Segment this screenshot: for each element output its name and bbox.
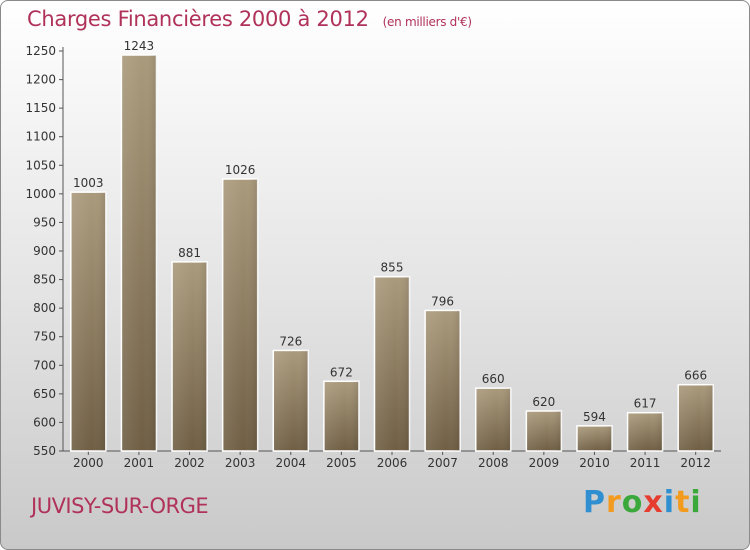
logo-letter: o	[621, 485, 644, 520]
x-tick-label-2012: 2012	[680, 456, 711, 470]
x-tick-label-2010: 2010	[579, 456, 610, 470]
bar-shine-2009	[526, 411, 562, 451]
value-label-2004: 726	[279, 334, 302, 348]
x-tick-label-2003: 2003	[225, 456, 256, 470]
y-tick-label: 850	[33, 273, 56, 287]
city-name: JUVISY-SUR-ORGE	[31, 494, 209, 518]
chart-title: Charges Financières 2000 à 2012 (en milli…	[27, 7, 472, 31]
y-tick-label: 1200	[25, 73, 56, 87]
value-label-2006: 855	[381, 261, 404, 275]
value-label-2008: 660	[482, 372, 505, 386]
x-tick-label-2009: 2009	[529, 456, 560, 470]
y-tick-label: 950	[33, 215, 56, 229]
value-label-2011: 617	[634, 397, 657, 411]
y-tick-label: 1150	[25, 101, 56, 115]
logo-letter: x	[643, 485, 664, 520]
y-tick-label: 800	[33, 301, 56, 315]
logo-letter: i	[663, 485, 676, 520]
bar-shine-2011	[627, 412, 663, 451]
x-tick-label-2004: 2004	[275, 456, 306, 470]
value-label-2001: 1243	[124, 39, 155, 53]
axes: 550 600 650 700 750 800 850 900 950 1000 1050 1100 1…	[25, 44, 721, 470]
value-label-2007: 796	[431, 294, 454, 308]
x-tick-label-2001: 2001	[124, 456, 155, 470]
logo-letter: t	[675, 485, 691, 520]
value-label-2003: 1026	[225, 163, 256, 177]
bar-shine-2010	[576, 425, 612, 451]
x-tick-label-2005: 2005	[326, 456, 357, 470]
value-label-2012: 666	[684, 369, 707, 383]
y-tick-label: 600	[33, 415, 56, 429]
x-tick-label-2000: 2000	[73, 456, 104, 470]
value-label-2002: 881	[178, 246, 201, 260]
bar-shine-2002	[172, 261, 208, 451]
y-tick-label: 1050	[25, 158, 56, 172]
y-tick-label: 700	[33, 358, 56, 372]
x-tick-label-2006: 2006	[377, 456, 408, 470]
bar-shine-2008	[475, 388, 511, 451]
bar-shine-2005	[323, 381, 359, 451]
chart-subtitle: (en milliers d'€)	[382, 15, 472, 29]
y-tick-label: 900	[33, 244, 56, 258]
value-label-2009: 620	[532, 395, 555, 409]
proxiti-logo: Proxiti	[583, 485, 702, 520]
bar-shine-2003	[222, 179, 258, 451]
value-labels: 1003 1243 881 1026 726 672 855 796 660 620 594 617 6…	[73, 39, 707, 424]
chart-title-text: Charges Financières 2000 à 2012	[27, 7, 369, 31]
logo-letter: i	[690, 485, 702, 520]
bar-shine-2000	[70, 192, 106, 451]
bar-shine-2004	[273, 350, 309, 451]
bar-shine-2001	[121, 55, 157, 451]
y-tick-label: 1100	[25, 130, 56, 144]
y-tick-label: 650	[33, 387, 56, 401]
x-tick-label-2008: 2008	[478, 456, 509, 470]
x-tick-label-2011: 2011	[630, 456, 661, 470]
y-tick-label: 550	[33, 444, 56, 458]
y-tick-label: 1250	[25, 44, 56, 58]
bars	[70, 54, 714, 452]
y-tick-label: 1000	[25, 187, 56, 201]
bar-shine-2007	[425, 310, 461, 451]
value-label-2005: 672	[330, 365, 353, 379]
value-label-2000: 1003	[73, 176, 104, 190]
x-tick-label-2007: 2007	[427, 456, 458, 470]
y-tick-label: 750	[33, 330, 56, 344]
logo-letter: P	[583, 485, 606, 520]
bar-shine-2006	[374, 276, 410, 451]
bar-shine-2012	[678, 384, 714, 451]
x-tick-label-2002: 2002	[174, 456, 205, 470]
logo-letter: r	[606, 485, 622, 520]
value-label-2010: 594	[583, 410, 606, 424]
